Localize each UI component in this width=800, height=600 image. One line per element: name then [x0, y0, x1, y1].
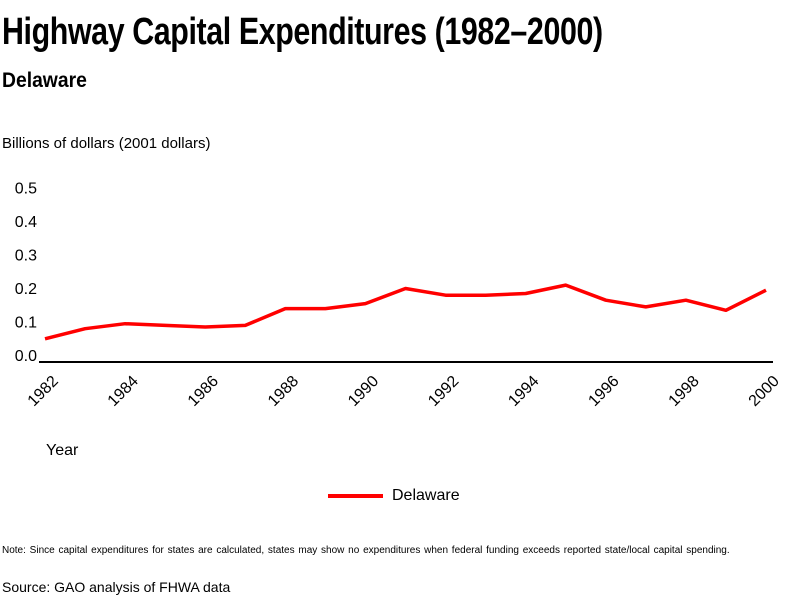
delaware-series-line — [44, 283, 767, 341]
x-tick-label: 1990 — [345, 373, 382, 410]
legend-series-label: Delaware — [392, 487, 460, 504]
x-tick-label: 1998 — [666, 373, 703, 410]
x-axis-tick-labels: 1982 1984 1986 1988 1990 1992 1994 1996 1998 2000 — [25, 373, 783, 410]
y-axis-unit-label: Billions of dollars (2001 dollars) — [2, 135, 211, 152]
y-tick-label: 0.3 — [15, 248, 37, 265]
y-tick-label: 0.2 — [15, 281, 37, 298]
x-tick-label: 1984 — [105, 373, 142, 410]
y-axis-tick-labels: 0.0 0.1 0.2 0.3 0.4 0.5 — [15, 181, 37, 366]
y-tick-label: 0.1 — [15, 315, 37, 332]
y-tick-label: 0.5 — [15, 181, 37, 198]
x-tick-label: 1992 — [425, 373, 462, 410]
x-axis-title: Year — [46, 442, 79, 459]
chart-subtitle: Delaware — [2, 69, 87, 92]
chart-title: Highway Capital Expenditures (1982–2000) — [2, 11, 603, 53]
x-tick-label: 1996 — [585, 373, 622, 410]
x-tick-label: 1986 — [185, 373, 222, 410]
x-tick-label: 1988 — [265, 373, 302, 410]
legend-line-swatch — [328, 494, 383, 498]
x-tick-label: 1994 — [505, 373, 542, 410]
footnote-source: Source: GAO analysis of FHWA data — [2, 579, 231, 595]
y-tick-label: 0.0 — [15, 348, 37, 365]
y-tick-label: 0.4 — [15, 214, 37, 231]
legend: Delaware — [328, 487, 460, 505]
footnote-note: Note: Since capital expenditures for sta… — [2, 545, 730, 556]
x-tick-label: 2000 — [746, 373, 783, 410]
x-tick-label: 1982 — [25, 373, 62, 410]
